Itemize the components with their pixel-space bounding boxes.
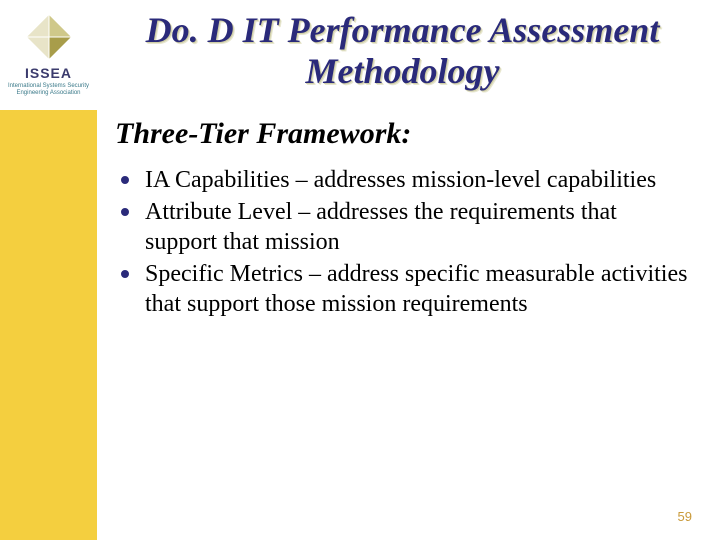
list-item: IA Capabilities – addresses mission-leve… <box>119 165 690 195</box>
slide-title: Do. D IT Performance Assessment Methodol… <box>115 10 690 93</box>
logo-area: ISSEA International Systems Security Eng… <box>0 0 97 110</box>
page-number: 59 <box>678 509 692 524</box>
content-area: Do. D IT Performance Assessment Methodol… <box>97 0 720 540</box>
logo-subline-2: Engineering Association <box>16 90 80 96</box>
logo-subtext: International Systems Security Engineeri… <box>8 83 89 96</box>
bullet-list: IA Capabilities – addresses mission-leve… <box>115 165 690 319</box>
list-item: Attribute Level – addresses the requirem… <box>119 197 690 257</box>
issea-logo-icon <box>25 13 73 61</box>
list-item: Specific Metrics – address specific meas… <box>119 259 690 319</box>
logo-subline-1: International Systems Security <box>8 83 89 89</box>
slide-subtitle: Three-Tier Framework: <box>115 117 690 151</box>
logo-acronym: ISSEA <box>25 65 72 81</box>
